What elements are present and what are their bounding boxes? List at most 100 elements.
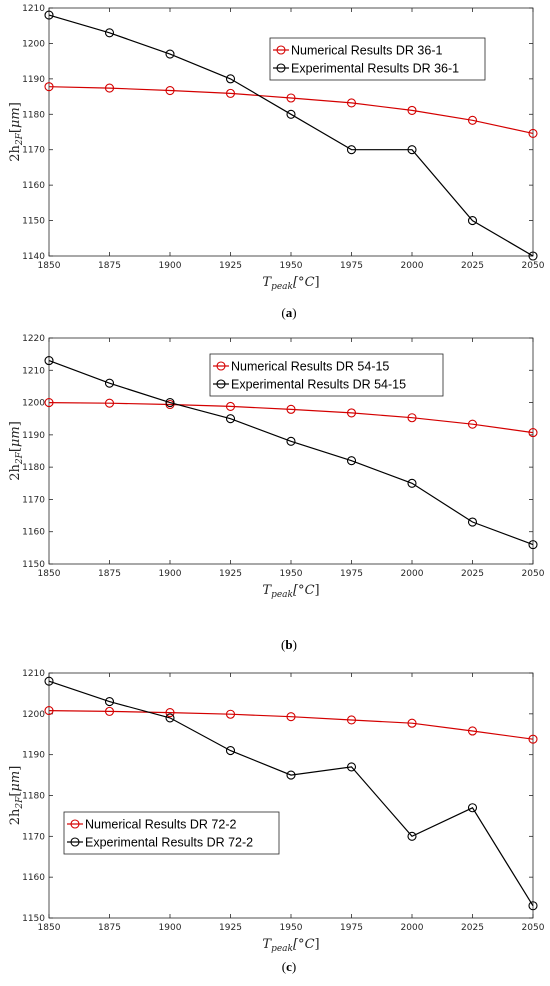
data-point	[467, 216, 478, 226]
x-tick-label: 1875	[98, 569, 121, 579]
y-tick-label: 1210	[22, 366, 45, 376]
chart-panel-a: 1850 1875 1900 1925 1950 1975 2000 2025 2050 1140…	[8, 4, 545, 320]
y-tick-label: 1160	[22, 873, 45, 883]
x-tick-label: 1900	[159, 569, 182, 579]
legend-box	[209, 353, 444, 397]
data-point	[528, 734, 538, 744]
data-point	[225, 414, 236, 424]
x-tick-label: 2000	[401, 569, 424, 579]
x-tick-label: 2025	[461, 923, 484, 933]
data-point	[528, 901, 538, 911]
x-tick-label: 1925	[219, 261, 242, 271]
legend-entry: Numerical Results DR 36-1	[291, 44, 442, 58]
series-line-numerical	[48, 402, 534, 434]
data-point	[528, 540, 538, 550]
data-point	[346, 98, 357, 108]
data-point	[104, 706, 115, 716]
data-point	[286, 109, 296, 119]
x-tick-label: 1975	[340, 569, 363, 579]
data-point	[44, 82, 54, 92]
legend: Numerical Results DR 36-1 Experimental Re…	[269, 37, 486, 81]
data-point	[165, 398, 175, 408]
x-tick-label: 1875	[98, 261, 121, 271]
data-point	[407, 478, 417, 488]
data-point	[165, 85, 175, 96]
data-point	[165, 713, 175, 723]
data-point	[346, 715, 357, 725]
legend-entry: Experimental Results DR 54-15	[231, 378, 406, 392]
y-axis-label: 2h2F[μm]	[8, 102, 25, 162]
chart-panel-b: 1850 1875 1900 1925 1950 1975 2000 2025 2050 1150…	[8, 334, 545, 652]
data-point	[44, 706, 54, 716]
x-axis-label: Tpeak[°C]	[262, 275, 319, 292]
data-point	[225, 401, 236, 411]
data-point	[407, 831, 417, 841]
y-tick-label: 1200	[22, 39, 45, 49]
x-tick-label: 2050	[522, 569, 545, 579]
x-tick-label: 1975	[340, 261, 363, 271]
x-tick-label: 2050	[522, 261, 545, 271]
data-point	[528, 128, 538, 138]
legend: Numerical Results DR 72-2 Experimental Re…	[63, 811, 280, 855]
data-point	[528, 428, 538, 438]
data-point	[346, 408, 357, 418]
plot-frame	[48, 672, 534, 919]
x-tick-label: 1925	[219, 569, 242, 579]
x-tick-label: 2025	[461, 569, 484, 579]
x-tick-label: 1850	[38, 261, 61, 271]
data-point	[104, 398, 115, 408]
legend-marker	[216, 379, 226, 389]
data-point	[467, 803, 478, 813]
data-point	[346, 145, 357, 155]
legend-marker	[70, 819, 80, 829]
x-axis-label: Tpeak[°C]	[262, 937, 319, 954]
legend-entry: Experimental Results DR 36-1	[291, 62, 459, 76]
legend-entry: Experimental Results DR 72-2	[85, 836, 253, 850]
y-tick-label: 1180	[22, 792, 45, 802]
y-tick-label: 1170	[22, 832, 45, 842]
x-tick-label: 2050	[522, 923, 545, 933]
data-point	[346, 762, 357, 772]
data-point	[528, 251, 538, 261]
legend-box	[269, 37, 486, 81]
x-tick-label: 1925	[219, 923, 242, 933]
data-point	[407, 413, 417, 423]
x-tick-label: 1900	[159, 923, 182, 933]
y-tick-label: 1140	[22, 252, 45, 262]
y-tick-label: 1200	[22, 710, 45, 720]
y-tick-label: 1220	[22, 334, 45, 344]
y-axis-label: 2h2F[μm]	[8, 421, 25, 481]
y-tick-label: 1150	[22, 217, 45, 227]
data-point	[225, 746, 236, 756]
data-point	[104, 83, 115, 93]
legend-entry: Numerical Results DR 72-2	[85, 818, 236, 832]
data-point	[225, 709, 236, 719]
data-point	[44, 10, 54, 20]
y-axis-label: 2h2F[μm]	[8, 766, 25, 826]
series-line-numerical	[48, 86, 534, 134]
series-line-experimental	[48, 680, 534, 907]
data-point	[44, 398, 54, 408]
legend-entry: Numerical Results DR 54-15	[231, 360, 389, 374]
data-point	[165, 49, 175, 59]
x-tick-label: 1850	[38, 569, 61, 579]
data-point	[467, 726, 478, 736]
panel-caption: (a)	[281, 305, 296, 320]
chart-panel-c: 1850 1875 1900 1925 1950 1975 2000 2025 2050 1150…	[8, 669, 545, 974]
x-tick-label: 1875	[98, 923, 121, 933]
legend-marker	[70, 837, 80, 847]
legend-marker	[276, 45, 286, 55]
y-tick-label: 1160	[22, 528, 45, 538]
x-tick-label: 2000	[401, 923, 424, 933]
y-tick-label: 1190	[22, 431, 45, 441]
x-tick-label: 1950	[280, 569, 303, 579]
data-point	[286, 770, 296, 780]
y-tick-label: 1150	[22, 914, 45, 924]
series-line-experimental	[48, 360, 534, 546]
data-point	[225, 74, 236, 84]
data-point	[286, 712, 296, 722]
data-point	[467, 115, 478, 125]
y-tick-label: 1190	[22, 751, 45, 761]
y-tick-label: 1190	[22, 75, 45, 85]
